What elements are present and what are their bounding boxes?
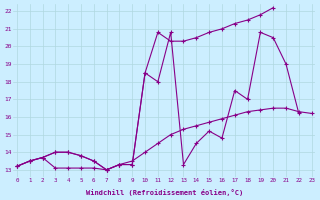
X-axis label: Windchill (Refroidissement éolien,°C): Windchill (Refroidissement éolien,°C): [86, 189, 243, 196]
